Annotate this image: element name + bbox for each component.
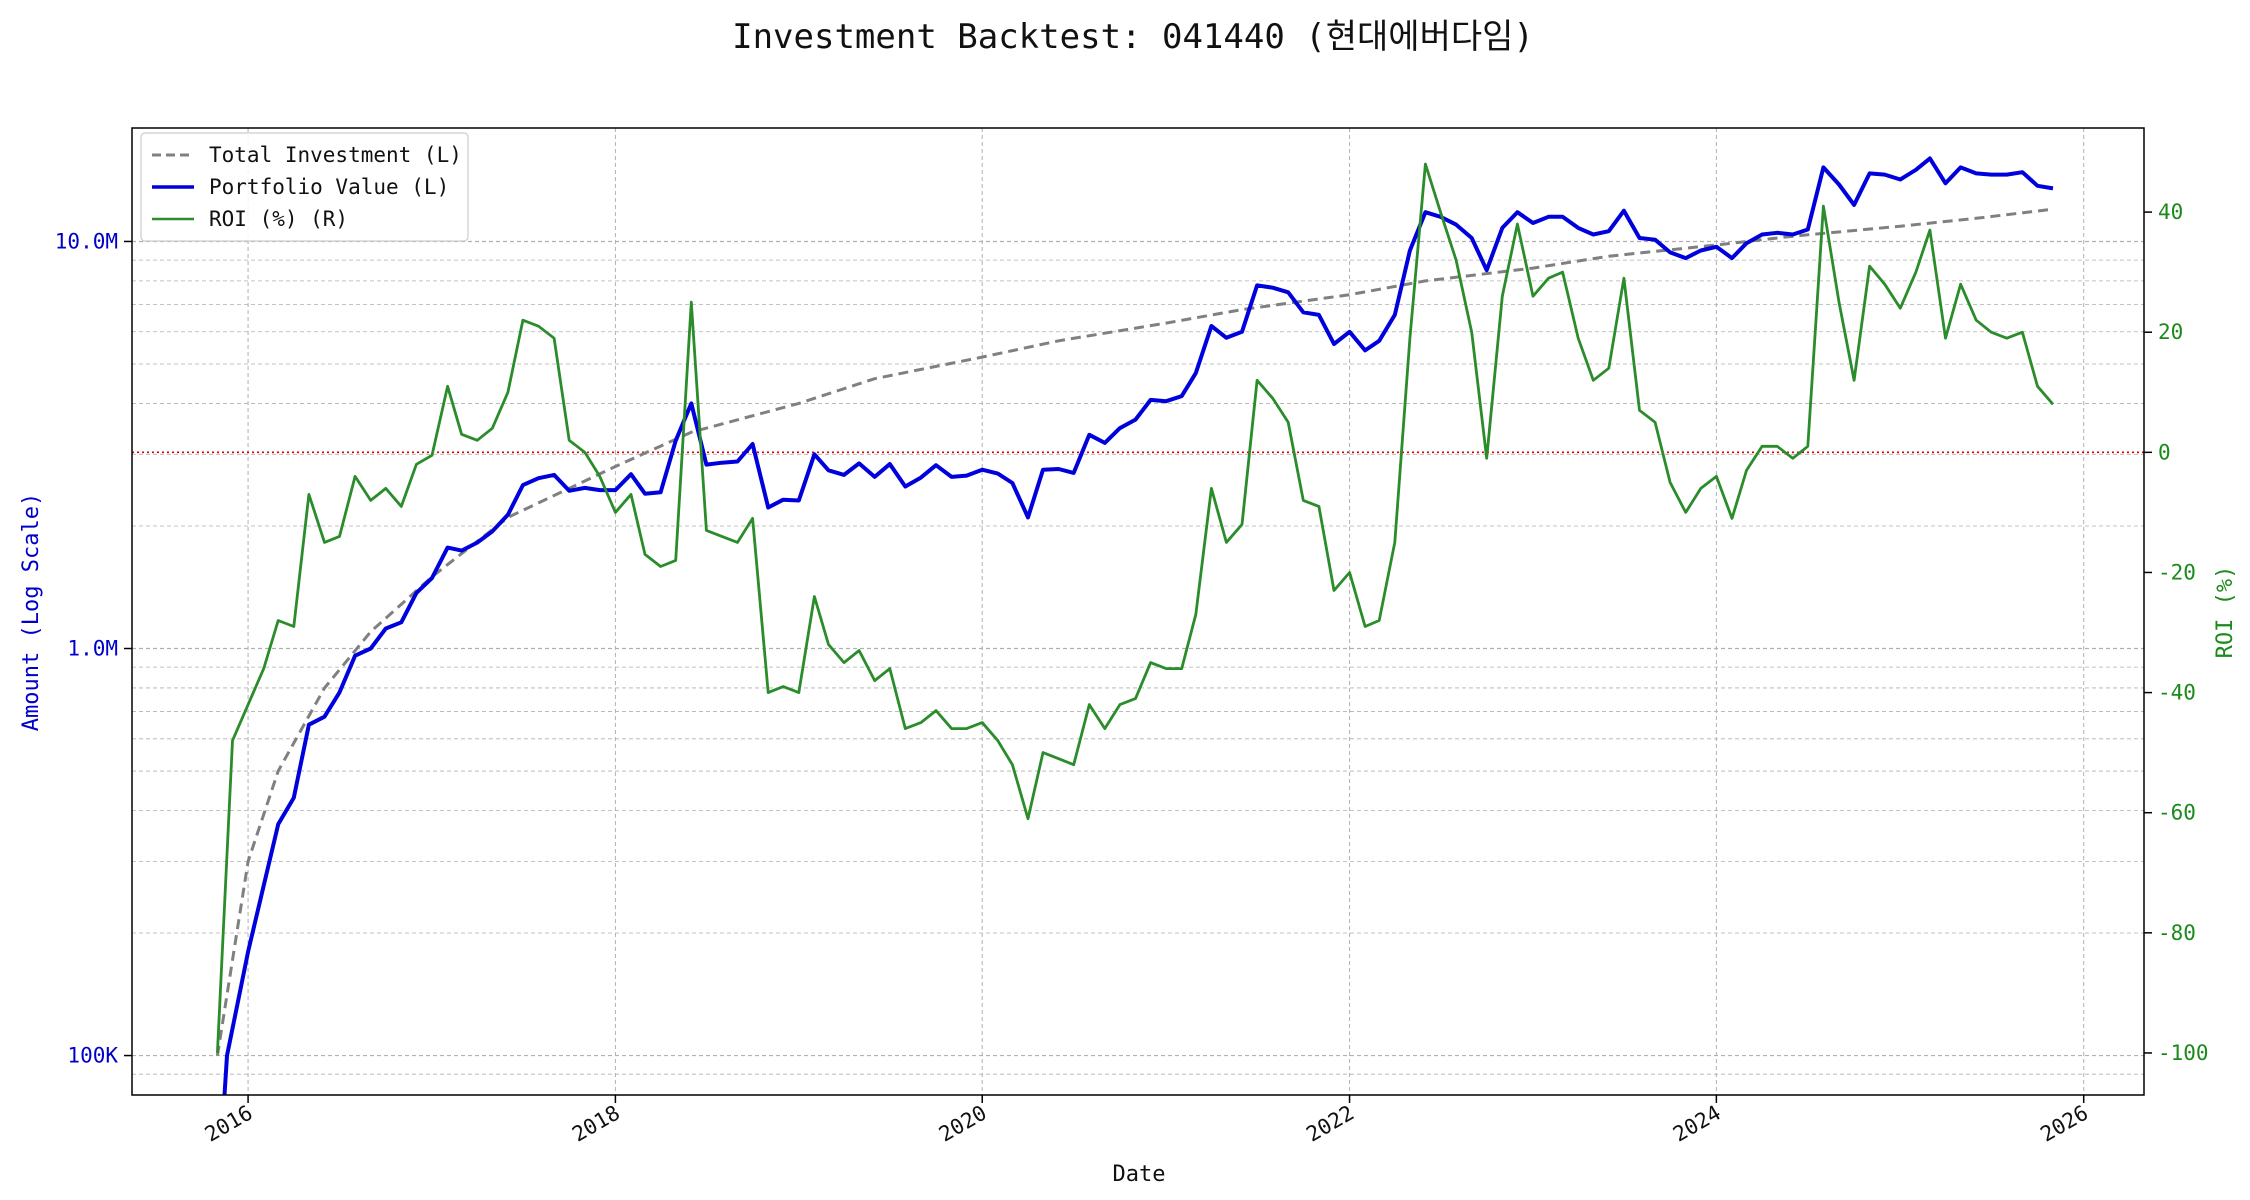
right-tick-label: 20 — [2158, 320, 2183, 344]
right-tick-label: -100 — [2158, 1041, 2209, 1065]
portfolio-value-line — [222, 156, 2054, 1096]
right-tick-label: -80 — [2158, 921, 2196, 945]
grid — [132, 128, 2144, 1096]
series-group — [215, 156, 2055, 1096]
legend-label-portfolio-value: Portfolio Value (L) — [209, 175, 449, 199]
legend-label-roi: ROI (%) (R) — [209, 207, 348, 231]
right-axis-ticks: -100 -80 -60 -40 -20 0 20 40 — [2144, 200, 2209, 1065]
plot-frame — [131, 127, 2145, 1096]
legend-box — [140, 132, 469, 242]
legend: Total Investment (L) Portfolio Value (L)… — [140, 132, 469, 242]
legend-label-total-investment: Total Investment (L) — [209, 143, 462, 167]
right-tick-label: 40 — [2158, 200, 2183, 224]
right-tick-label: -20 — [2158, 560, 2196, 584]
right-tick-label: 0 — [2158, 440, 2171, 464]
x-tick-label: 2016 — [201, 1101, 257, 1147]
total-investment-line — [215, 207, 2054, 1056]
x-axis-ticks: 2016 2018 2020 2022 2024 2026 — [201, 1095, 2092, 1147]
x-tick-label: 2020 — [935, 1101, 991, 1147]
left-tick-label: 1.0M — [67, 637, 118, 661]
y-right-axis-label: ROI (%) — [2213, 566, 2238, 659]
x-tick-label: 2022 — [1302, 1101, 1358, 1147]
x-tick-label: 2024 — [1669, 1101, 1725, 1147]
left-tick-label: 100K — [67, 1044, 118, 1068]
y-left-axis-label: Amount (Log Scale) — [19, 493, 44, 731]
x-tick-label: 2018 — [568, 1101, 624, 1147]
left-tick-label: 10.0M — [55, 229, 118, 253]
right-tick-label: -60 — [2158, 801, 2196, 825]
left-axis-ticks: 100K 1.0M 10.0M — [55, 229, 132, 1068]
roi-line — [216, 162, 2055, 1054]
x-axis-label: Date — [1113, 1162, 1166, 1187]
right-tick-label: -40 — [2158, 681, 2196, 705]
x-tick-label: 2026 — [2036, 1101, 2092, 1147]
chart-title: Investment Backtest: 041440 (현대에버다임) — [732, 17, 1534, 57]
